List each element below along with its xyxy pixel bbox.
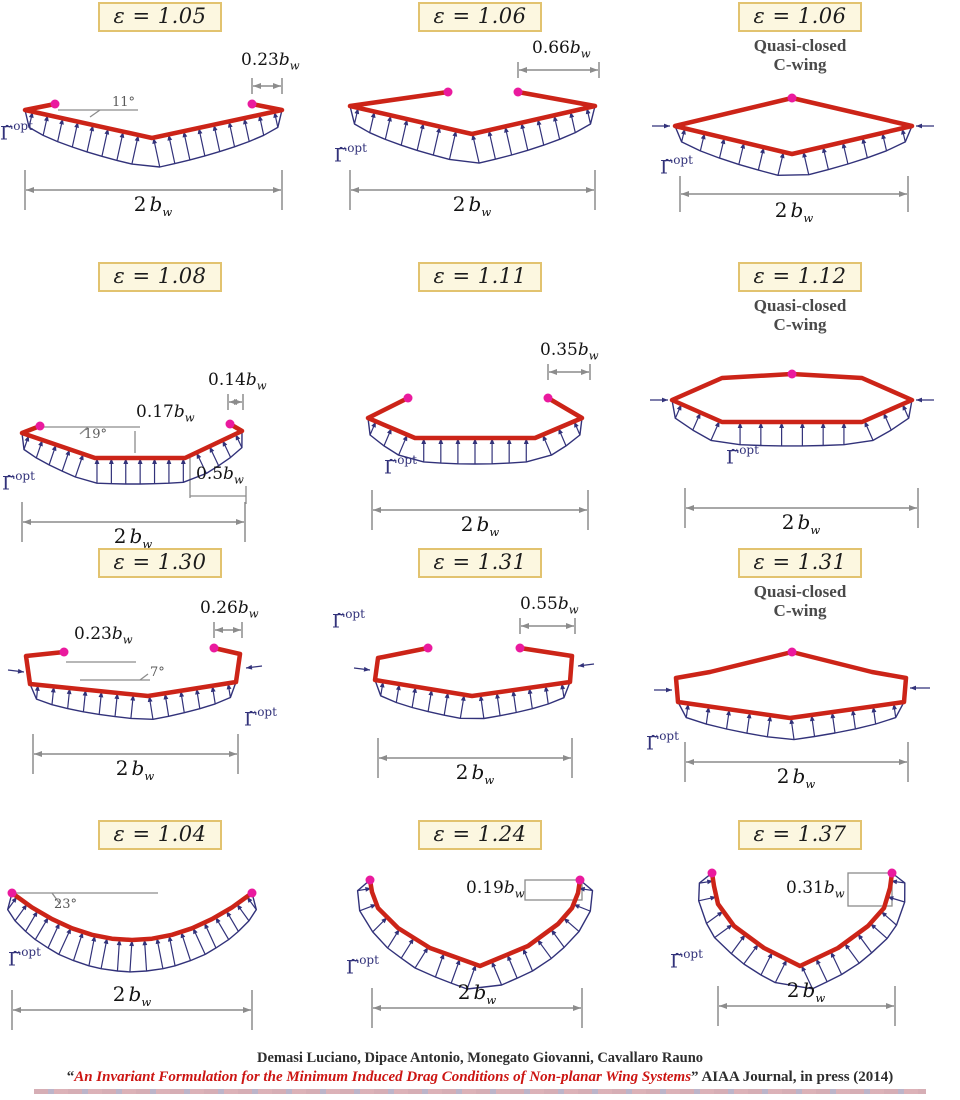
- dim-label: 0.35bw: [540, 340, 599, 363]
- epsilon-badge: ε = 1.37: [737, 820, 863, 850]
- panel-eps-104: ε = 1.04 23° Γ̃opt 2 bw: [0, 818, 320, 1044]
- wing-figure: [22, 78, 285, 210]
- gamma-opt-label: Γ̃opt: [660, 153, 693, 179]
- angle-label: 11°: [112, 95, 136, 110]
- dim-label: 0.31bw: [786, 878, 845, 901]
- wing-figure: [365, 364, 591, 530]
- span-label: 2 bw: [455, 760, 495, 787]
- epsilon-badge: ε = 1.08: [97, 262, 223, 292]
- epsilon-badge: ε = 1.31: [737, 548, 863, 578]
- panel-eps-108: ε = 1.08 0.14bw 0.17bw 0.5bw 19° Γ̃opt 2…: [0, 260, 320, 550]
- figure-grid: ε = 1.05 0.23bw 11° Γ̃opt 2 bw ε = 1.06 0…: [0, 0, 960, 1044]
- wing-figure: [353, 618, 595, 778]
- panel-eps-130: ε = 1.30 0.23bw 0.26bw 7° Γ̃opt 2 bw: [0, 546, 320, 818]
- wing-figure: [654, 647, 930, 783]
- quasi-closed-label: Quasi-closed C-wing: [753, 36, 847, 75]
- gamma-opt-label: Γ̃opt: [384, 453, 417, 479]
- quasi-closed-label: Quasi-closed C-wing: [753, 296, 847, 335]
- dim-label: 0.17bw: [136, 402, 195, 425]
- epsilon-badge: ε = 1.12: [737, 262, 863, 292]
- quasi-closed-label: Quasi-closed C-wing: [753, 582, 847, 621]
- panel-eps-131-open: ε = 1.31 0.55bw Γ̃opt 2 bw: [320, 546, 640, 818]
- wing-figure: [347, 62, 600, 210]
- panel-eps-131-quasi-closed: ε = 1.31 Quasi-closed C-wing Γ̃opt 2 bw: [640, 546, 960, 818]
- wing-figure: [356, 875, 594, 1028]
- dim-label: 0.66bw: [532, 38, 591, 61]
- panel-eps-124: ε = 1.24 0.19bw Γ̃opt 2 bw: [320, 818, 640, 1044]
- span-label: 2 bw: [460, 512, 500, 539]
- angle-label: 19°: [84, 427, 108, 442]
- dim-label: 0.23bw: [74, 624, 133, 647]
- dim-label: 0.19bw: [466, 878, 525, 901]
- span-label: 2 bw: [112, 982, 152, 1009]
- wing-figure: [650, 369, 934, 529]
- epsilon-badge: ε = 1.30: [97, 548, 223, 578]
- epsilon-badge: ε = 1.11: [417, 262, 543, 292]
- epsilon-badge: ε = 1.24: [417, 820, 543, 850]
- gamma-opt-label: Γ̃opt: [2, 469, 35, 495]
- span-label: 2 bw: [786, 978, 826, 1005]
- dim-label: 0.23bw: [241, 50, 300, 73]
- dim-label: 0.14bw: [208, 370, 267, 393]
- panel-eps-111: ε = 1.11 0.35bw Γ̃opt 2 bw: [320, 260, 640, 546]
- span-label: 2 bw: [776, 764, 816, 792]
- citation-footer: Demasi Luciano, Dipace Antonio, Monegato…: [0, 1050, 960, 1094]
- gamma-opt-label: Γ̃opt: [670, 947, 703, 973]
- wing-figure: [19, 394, 247, 542]
- wing-figure: [7, 888, 257, 1030]
- epsilon-badge: ε = 1.31: [417, 548, 543, 578]
- gamma-opt-label: Γ̃opt: [244, 705, 277, 731]
- panel-eps-105: ε = 1.05 0.23bw 11° Γ̃opt 2 bw: [0, 0, 320, 260]
- span-label: 2 bw: [781, 510, 821, 538]
- citation-title: An Invariant Formulation for the Minimum…: [74, 1069, 692, 1085]
- gamma-opt-label: Γ̃opt: [646, 729, 679, 755]
- gamma-opt-label: Γ̃opt: [8, 945, 41, 971]
- gamma-opt-label: Γ̃opt: [726, 443, 759, 469]
- span-label: 2 bw: [115, 756, 155, 783]
- wing-figure: [7, 622, 263, 774]
- citation-authors: Demasi Luciano, Dipace Antonio, Monegato…: [256, 1050, 704, 1066]
- gamma-opt-label: Γ̃opt: [332, 607, 365, 633]
- epsilon-badge: ε = 1.04: [97, 820, 223, 850]
- gamma-opt-label: Γ̃opt: [346, 953, 379, 979]
- angle-label: 23°: [54, 897, 78, 912]
- wing-figure: [652, 93, 934, 213]
- dim-label: 0.26bw: [200, 598, 259, 621]
- span-label: 2 bw: [774, 198, 814, 226]
- panel-eps-106-quasi-closed: ε = 1.06 Quasi-closed C-wing Γ̃opt 2 bw: [640, 0, 960, 260]
- panel-eps-112-quasi-closed: ε = 1.12 Quasi-closed C-wing Γ̃opt 2 bw: [640, 260, 960, 546]
- span-label: 2 bw: [457, 980, 497, 1007]
- wing-figure: [698, 868, 906, 1026]
- dim-label: 0.55bw: [520, 594, 579, 617]
- gamma-opt-label: Γ̃opt: [334, 141, 367, 167]
- epsilon-badge: ε = 1.05: [97, 2, 223, 32]
- span-label: 2 bw: [133, 192, 173, 219]
- dim-label: 0.5bw: [196, 464, 244, 487]
- gamma-opt-label: Γ̃opt: [0, 119, 33, 145]
- span-label: 2 bw: [452, 192, 492, 219]
- angle-label: 7°: [150, 665, 165, 680]
- epsilon-badge: ε = 1.06: [417, 2, 543, 32]
- epsilon-badge: ε = 1.06: [737, 2, 863, 32]
- cropped-text-artifact: [34, 1089, 926, 1094]
- span-label: 2 bw: [113, 524, 153, 551]
- citation-reference: “An Invariant Formulation for the Minimu…: [66, 1069, 894, 1085]
- panel-eps-106-open: ε = 1.06 0.66bw Γ̃opt 2 bw: [320, 0, 640, 260]
- panel-eps-137: ε = 1.37 0.31bw Γ̃opt 2 bw: [640, 818, 960, 1044]
